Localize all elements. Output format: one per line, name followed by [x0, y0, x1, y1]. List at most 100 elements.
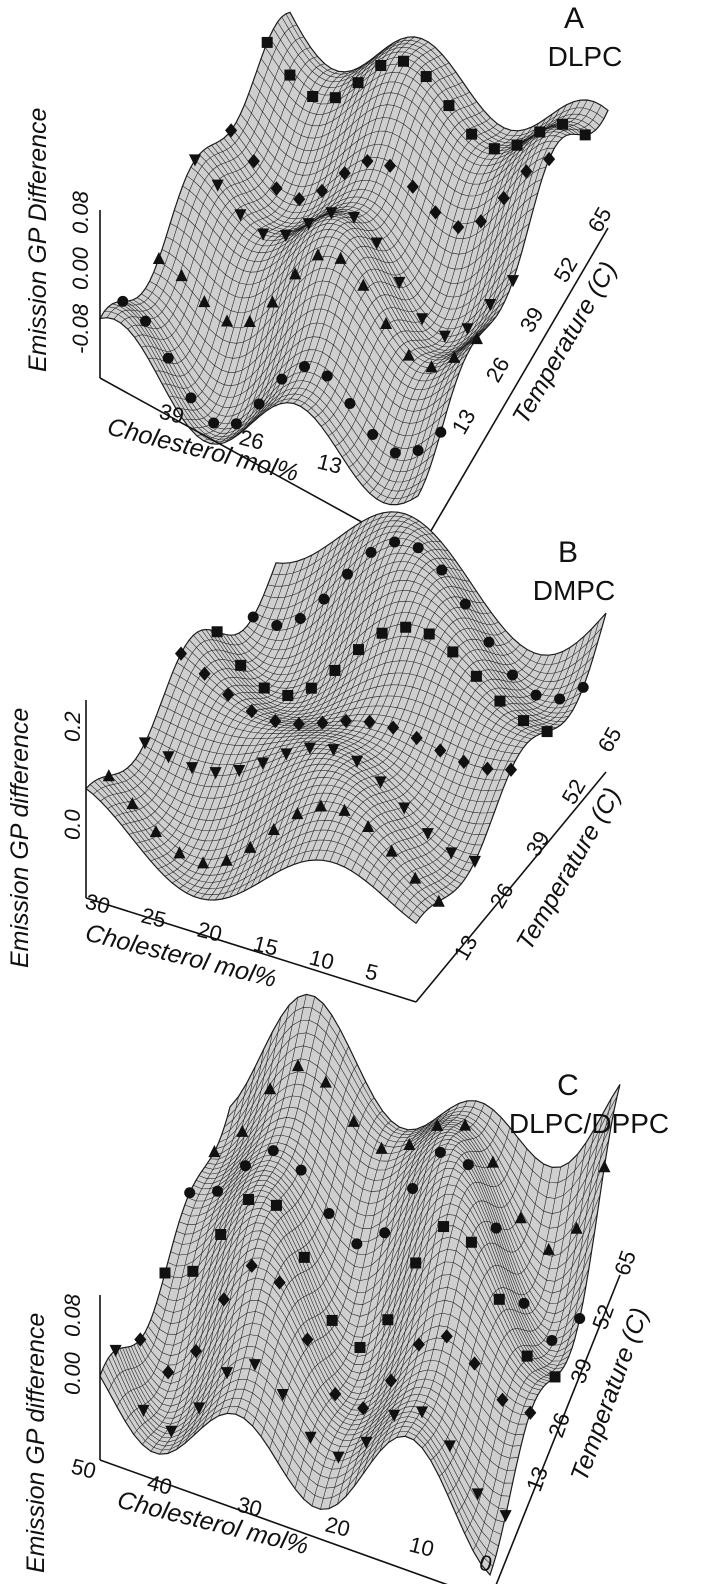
data-marker-diamond	[273, 1275, 286, 1290]
data-marker-triangle	[357, 278, 370, 291]
mesh-line	[85, 788, 417, 924]
data-marker-circle	[253, 398, 265, 410]
panel-c-markers	[109, 1059, 611, 1523]
data-marker-triangle	[220, 314, 234, 327]
data-marker-square	[534, 126, 546, 138]
data-marker-square	[556, 118, 568, 130]
data-marker-triangle	[243, 314, 256, 328]
mesh-line	[369, 108, 560, 494]
data-marker-square	[284, 69, 296, 81]
mesh-line	[260, 1120, 392, 1437]
y-axis-title: Temperature (C)	[511, 783, 626, 955]
mesh-line	[472, 1113, 604, 1551]
data-marker-triangle-down	[109, 1344, 122, 1357]
data-marker-triangle	[570, 1221, 583, 1234]
mesh-line	[303, 1120, 434, 1499]
data-marker-triangle-down	[388, 1409, 401, 1422]
data-marker-circle	[344, 397, 356, 409]
mesh-line	[114, 558, 305, 818]
mesh-line	[186, 514, 377, 894]
data-marker-triangle-down	[257, 228, 270, 241]
data-marker-triangle	[347, 1114, 360, 1127]
data-marker-square	[579, 129, 591, 141]
data-marker-square	[541, 726, 553, 738]
data-marker-triangle	[403, 1137, 416, 1151]
data-marker-circle	[323, 1208, 335, 1220]
data-marker-circle	[351, 1238, 363, 1250]
data-marker-triangle	[425, 360, 438, 373]
mesh-line	[93, 563, 284, 795]
data-marker-triangle-down	[304, 1431, 317, 1444]
mesh-line	[311, 1113, 443, 1507]
data-marker-triangle	[149, 824, 162, 838]
data-marker-circle	[506, 669, 518, 681]
y-axis-line	[495, 1274, 621, 1584]
data-marker-circle	[185, 392, 197, 404]
x-tick: 5	[363, 959, 381, 986]
panel-a-markers	[117, 36, 591, 459]
panel-b-chart: B DMPC Emission GP difference 0.0 0.2 30…	[0, 511, 702, 1050]
mesh-line	[224, 36, 415, 443]
data-marker-triangle	[598, 1160, 611, 1173]
mesh-line	[167, 997, 299, 1454]
y-tick: 39	[565, 1355, 597, 1387]
mesh-line	[113, 36, 304, 320]
data-marker-triangle-down	[421, 828, 434, 841]
mesh-line	[337, 1100, 468, 1505]
data-marker-square	[511, 139, 523, 151]
mesh-line	[314, 127, 505, 419]
data-marker-triangle-down	[138, 737, 151, 750]
y-tick: 39	[521, 827, 555, 861]
data-marker-triangle	[542, 1242, 555, 1255]
x-tick: 30	[235, 1492, 265, 1522]
data-marker-triangle-down	[209, 767, 222, 780]
mesh-line	[329, 644, 521, 862]
data-marker-circle	[117, 295, 129, 307]
data-marker-diamond	[198, 666, 211, 681]
data-marker-triangle	[198, 295, 211, 308]
x-tick: 13	[315, 449, 345, 479]
mesh-line	[218, 1046, 349, 1416]
data-marker-square	[493, 1293, 505, 1305]
panel-a-surface	[98, 11, 609, 506]
mesh-line	[358, 655, 549, 876]
data-marker-square	[443, 100, 455, 112]
data-marker-square	[211, 626, 223, 638]
data-marker-square	[465, 1236, 477, 1248]
data-marker-triangle-down	[256, 757, 269, 770]
lipid-label: DLPC	[548, 41, 623, 72]
data-marker-triangle-down	[276, 1389, 289, 1402]
data-marker-circle	[365, 546, 377, 558]
panel-c-plot: C DLPC/DPPC Emission GP difference 0.00 …	[22, 993, 669, 1584]
panel-a-plot: A DLPC Emission GP Difference -0.08 0.00…	[24, 2, 623, 554]
data-marker-triangle	[197, 856, 210, 869]
data-marker-triangle	[459, 1118, 472, 1131]
y-axis-line	[415, 771, 607, 1003]
mesh-line	[127, 56, 318, 330]
data-marker-triangle	[102, 769, 115, 782]
z-tick: 0.08	[60, 1293, 85, 1337]
z-tick: 0.2	[60, 711, 85, 742]
data-marker-triangle	[314, 799, 327, 812]
mesh-line	[210, 38, 401, 444]
mesh-line	[175, 62, 367, 411]
mesh-line	[155, 71, 346, 377]
data-marker-triangle	[267, 822, 280, 836]
x-axis-line	[85, 897, 417, 1003]
mesh-line	[300, 117, 491, 407]
data-marker-square	[400, 621, 412, 633]
data-marker-triangle-down	[234, 209, 247, 222]
data-marker-triangle-down	[233, 765, 246, 778]
y-tick: 39	[515, 303, 549, 337]
mesh-line	[455, 1142, 587, 1515]
data-marker-triangle	[175, 269, 188, 282]
mesh-line	[371, 1117, 502, 1463]
mesh-line	[307, 123, 498, 412]
data-marker-triangle-down	[279, 229, 292, 243]
mesh-line	[245, 47, 436, 430]
mesh-line	[430, 1166, 561, 1461]
data-marker-circle	[367, 428, 379, 440]
mesh-line	[193, 1003, 324, 1436]
data-marker-square	[270, 1199, 282, 1211]
data-marker-square	[215, 1228, 227, 1240]
